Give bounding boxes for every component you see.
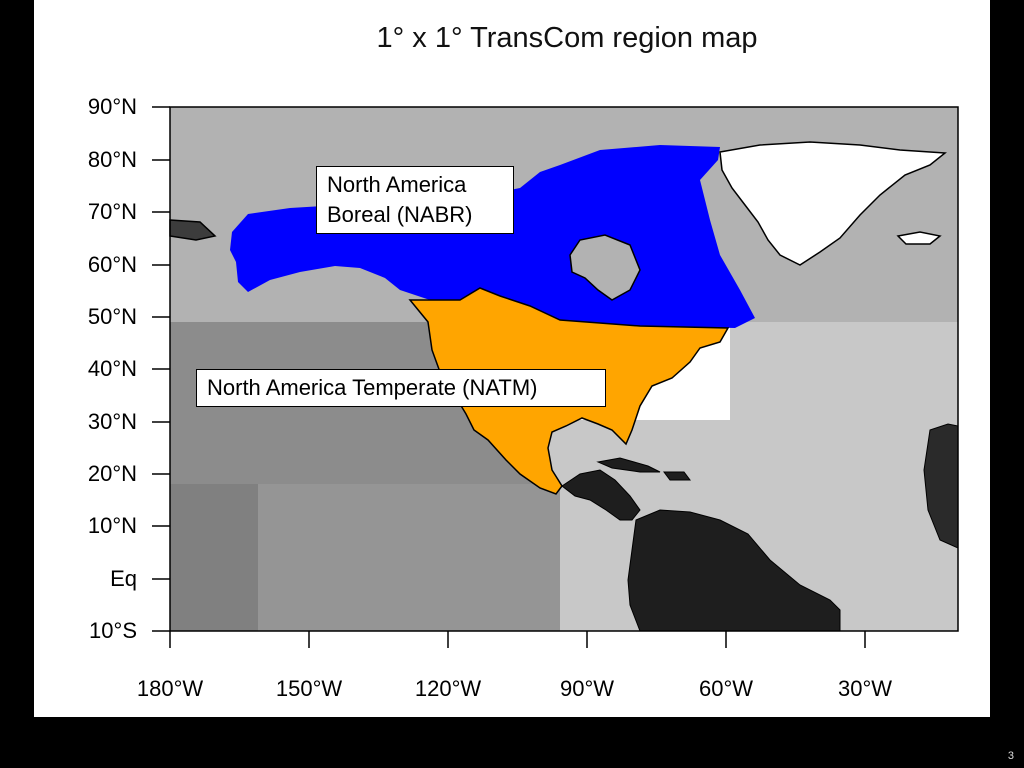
lon-label-180w: 180°W	[136, 676, 204, 701]
iceland-landmass	[896, 231, 942, 245]
nabr-label-box: North America Boreal (NABR)	[316, 166, 514, 234]
lat-label-70n: 70°N	[87, 199, 137, 224]
lon-label-150w: 150°W	[275, 676, 343, 701]
lat-label-80n: 80°N	[87, 147, 137, 172]
lat-label-eq: Eq	[110, 566, 137, 591]
lon-label-60w: 60°W	[698, 676, 754, 701]
cuba-island	[596, 457, 661, 473]
ocean-tropical-pacific-region	[258, 484, 568, 631]
lat-label-30n: 30°N	[87, 409, 137, 434]
lat-tick-marks	[152, 106, 170, 632]
nabr-label-line1: North America	[327, 172, 467, 197]
lat-label-10s: 10°S	[89, 618, 137, 643]
natm-label: North America Temperate (NATM)	[207, 375, 538, 400]
africa-landmass	[923, 423, 959, 549]
map-title: 1° x 1° TransCom region map	[376, 22, 758, 54]
hudson-bay	[569, 234, 641, 301]
ocean-north-atlantic-region	[730, 322, 958, 484]
lat-label-40n: 40°N	[87, 356, 137, 381]
lon-label-30w: 30°W	[837, 676, 893, 701]
greenland-landmass	[719, 141, 947, 266]
lat-label-20n: 20°N	[87, 461, 137, 486]
lon-label-90w: 90°W	[559, 676, 615, 701]
nabr-label-line2: Boreal (NABR)	[327, 202, 473, 227]
page-number: 3	[1007, 750, 1014, 762]
ocean-gulf-region	[548, 420, 738, 484]
lat-label-90n: 90°N	[87, 94, 137, 119]
lon-tick-marks	[169, 631, 866, 648]
ocean-south-pacific-region	[170, 484, 258, 631]
natm-label-box: North America Temperate (NATM)	[196, 369, 606, 407]
lat-label-60n: 60°N	[87, 252, 137, 277]
central-america-landmass	[561, 469, 641, 521]
south-america-landmass	[627, 509, 841, 632]
lat-label-50n: 50°N	[87, 304, 137, 329]
hispaniola-island	[663, 471, 691, 481]
lon-label-120w: 120°W	[414, 676, 482, 701]
lat-label-10n: 10°N	[87, 513, 137, 538]
